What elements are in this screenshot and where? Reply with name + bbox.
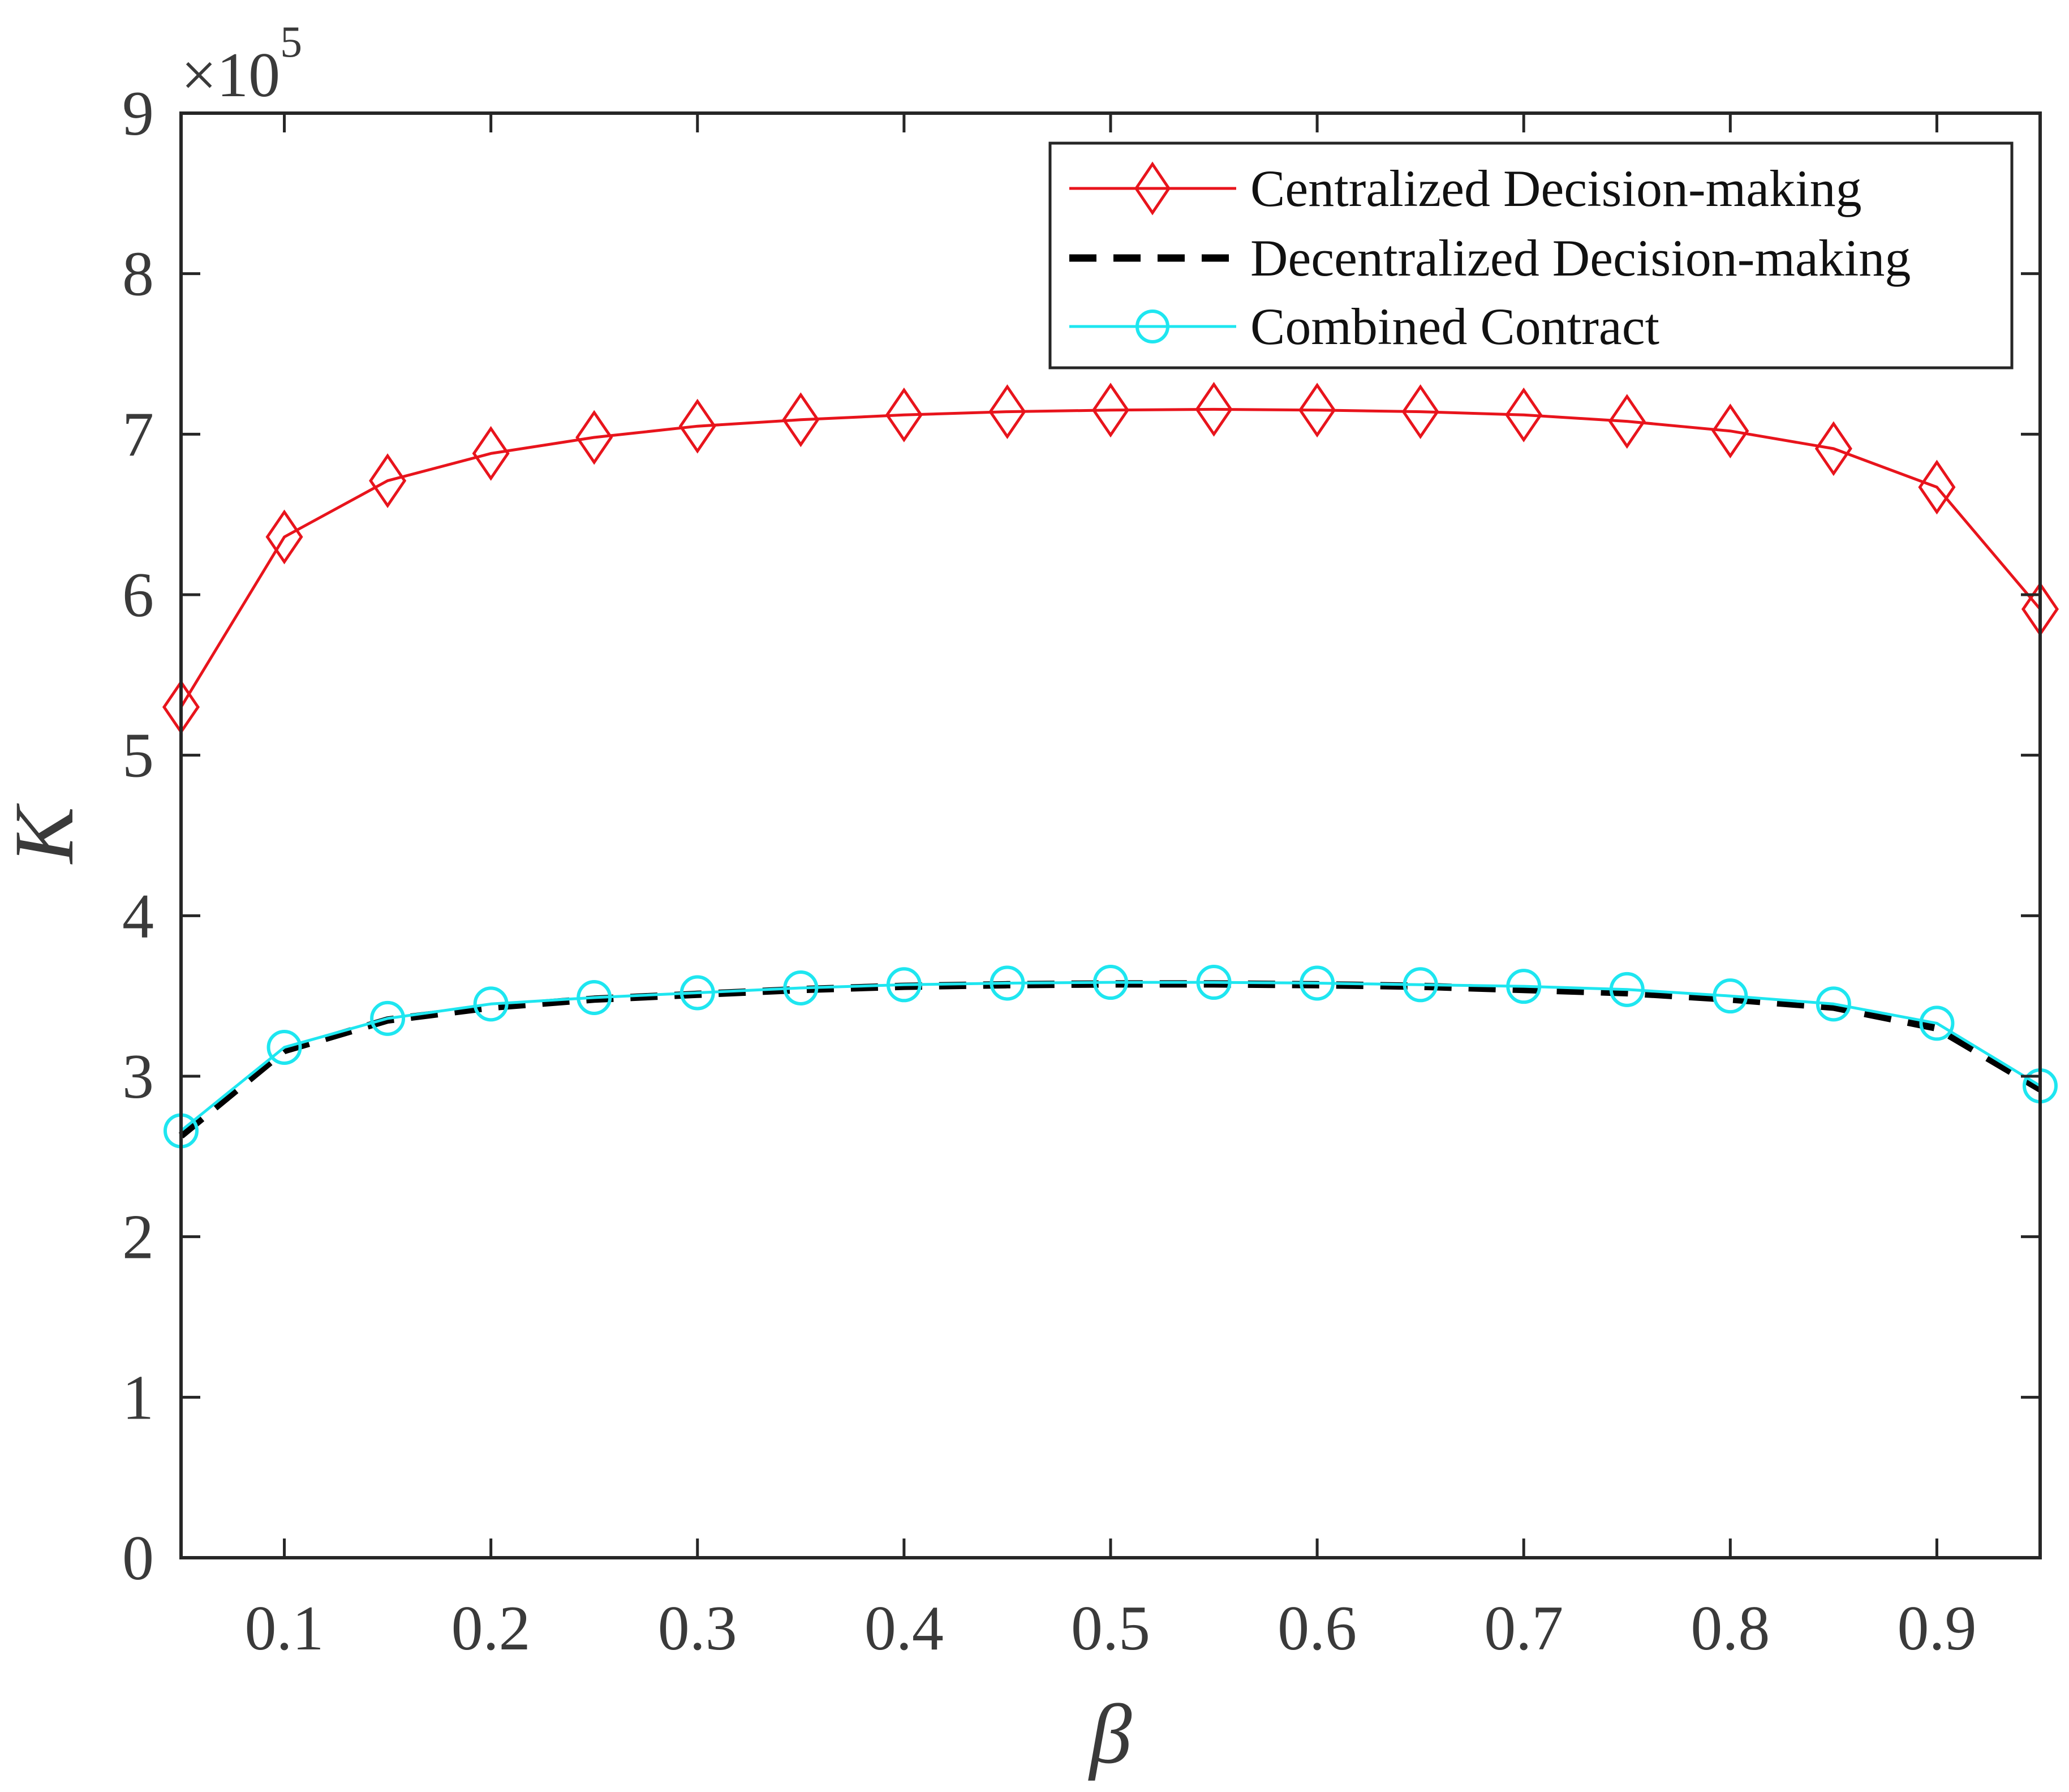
diamond-point bbox=[369, 453, 407, 509]
y-tick-label: 1 bbox=[122, 1363, 154, 1433]
y-exponent-power: 5 bbox=[280, 17, 302, 66]
y-tick-labels: 0 1 2 3 4 5 6 7 8 9 bbox=[122, 79, 154, 1593]
diamond-point bbox=[678, 398, 716, 454]
legend-label-combined: Combined Contract bbox=[1250, 298, 1660, 355]
y-tick-label: 8 bbox=[122, 239, 154, 310]
circle-point bbox=[266, 1029, 302, 1065]
diamond-point bbox=[782, 392, 820, 448]
x-tick-label: 0.5 bbox=[1071, 1593, 1150, 1664]
diamond-point bbox=[1401, 384, 1439, 440]
x-tick-label: 0.3 bbox=[658, 1593, 737, 1664]
diamond-point bbox=[1195, 381, 1233, 437]
diamond-point bbox=[988, 384, 1026, 440]
x-tick-label: 0.8 bbox=[1691, 1593, 1770, 1664]
diamond-point bbox=[1711, 403, 1749, 459]
x-tick-label: 0.7 bbox=[1484, 1593, 1563, 1664]
circle-point bbox=[1816, 986, 1851, 1022]
legend-label-centralized: Centralized Decision-making bbox=[1250, 160, 1862, 217]
y-tick-label: 2 bbox=[122, 1202, 154, 1273]
y-tick-label: 4 bbox=[122, 881, 154, 951]
diamond-point bbox=[1814, 421, 1852, 476]
x-tick-label: 0.9 bbox=[1897, 1593, 1976, 1664]
diamond-point bbox=[1505, 387, 1543, 442]
y-tick-label: 9 bbox=[122, 79, 154, 149]
diamond-point bbox=[885, 387, 923, 442]
diamond-point bbox=[1918, 459, 1956, 515]
y-exponent-base: ×10 bbox=[181, 40, 280, 110]
y-tick-label: 0 bbox=[122, 1523, 154, 1593]
circle-point bbox=[1196, 965, 1232, 1000]
x-tick-label: 0.6 bbox=[1277, 1593, 1357, 1664]
diamond-point bbox=[1608, 394, 1646, 449]
x-tick-label: 0.2 bbox=[451, 1593, 531, 1664]
y-tick-label: 3 bbox=[122, 1042, 154, 1112]
circle-point bbox=[1300, 965, 1335, 1001]
circle-point bbox=[473, 986, 509, 1022]
x-tick-label: 0.4 bbox=[864, 1593, 944, 1664]
circle-point bbox=[1713, 978, 1748, 1014]
circle-point bbox=[1609, 972, 1645, 1007]
plot-lines bbox=[178, 407, 2042, 1139]
plot-markers bbox=[162, 381, 2059, 1149]
circle-point bbox=[1093, 965, 1128, 1000]
circle-point bbox=[1403, 967, 1438, 1003]
legend-circle-marker bbox=[1135, 310, 1169, 343]
x-tick-label: 0.1 bbox=[245, 1593, 324, 1664]
circle-point bbox=[886, 967, 922, 1003]
series-line-0 bbox=[179, 407, 2041, 708]
circle-point bbox=[990, 965, 1025, 1001]
diamond-point bbox=[1298, 383, 1336, 438]
circle-point bbox=[679, 975, 715, 1011]
legend-diamond-marker bbox=[1134, 161, 1171, 216]
x-axis-label: β bbox=[1088, 1687, 1132, 1781]
legend-entry-decentralized: Decentralized Decision-making bbox=[1069, 229, 1911, 287]
circle-point bbox=[783, 970, 819, 1005]
circle-point bbox=[1506, 969, 1542, 1004]
y-tick-label: 5 bbox=[122, 721, 154, 791]
legend-label-decentralized: Decentralized Decision-making bbox=[1250, 229, 1911, 287]
legend: Centralized Decision-making Decentralize… bbox=[1048, 141, 2014, 369]
legend-entry-combined: Combined Contract bbox=[1069, 298, 1660, 355]
series-line-2 bbox=[180, 981, 2041, 1132]
legend-entry-centralized: Centralized Decision-making bbox=[1069, 160, 1862, 217]
diamond-point bbox=[265, 509, 303, 565]
diamond-point bbox=[575, 410, 613, 465]
diamond-point bbox=[1091, 383, 1130, 438]
circle-point bbox=[370, 1000, 406, 1036]
y-exponent: ×105 bbox=[181, 17, 302, 110]
y-tick-label: 7 bbox=[122, 399, 154, 470]
circle-point bbox=[1919, 1005, 1955, 1041]
y-tick-label: 6 bbox=[122, 560, 154, 630]
x-tick-labels: 0.1 0.2 0.3 0.4 0.5 0.6 0.7 0.8 0.9 bbox=[245, 1593, 1977, 1664]
diamond-point bbox=[472, 426, 510, 481]
y-axis-label: K bbox=[0, 803, 91, 865]
axis-ticks bbox=[181, 111, 2040, 1559]
circle-point bbox=[577, 980, 612, 1016]
